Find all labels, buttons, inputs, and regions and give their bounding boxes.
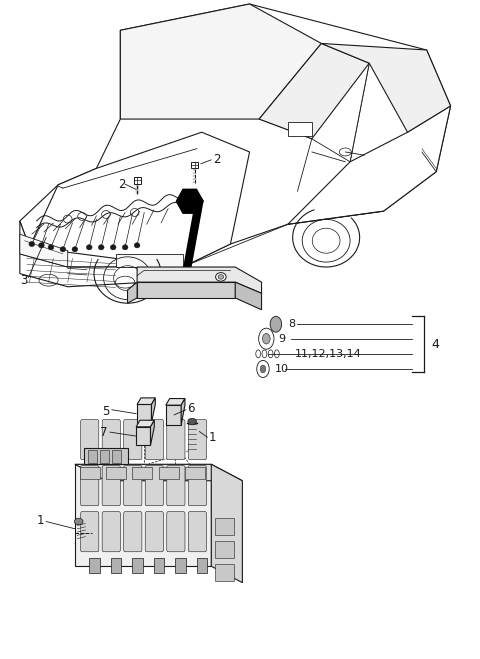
Polygon shape	[20, 254, 182, 287]
Bar	[158, 467, 179, 479]
Bar	[88, 450, 97, 463]
FancyBboxPatch shape	[124, 420, 142, 460]
Bar	[80, 467, 100, 479]
Text: 11,12,13,14: 11,12,13,14	[295, 349, 362, 359]
Ellipse shape	[29, 241, 35, 246]
Ellipse shape	[38, 243, 44, 248]
Polygon shape	[137, 267, 262, 293]
Text: 4: 4	[432, 338, 439, 351]
Ellipse shape	[86, 244, 92, 250]
Text: 2: 2	[118, 179, 125, 191]
Bar	[89, 558, 100, 573]
FancyBboxPatch shape	[145, 466, 163, 505]
Bar	[111, 558, 121, 573]
Text: 7: 7	[100, 426, 108, 439]
Bar	[215, 518, 234, 534]
Text: 2: 2	[213, 154, 220, 166]
FancyBboxPatch shape	[145, 511, 163, 552]
Ellipse shape	[216, 273, 226, 281]
Polygon shape	[235, 282, 262, 310]
Polygon shape	[75, 465, 242, 481]
Polygon shape	[259, 43, 369, 139]
Bar	[100, 450, 109, 463]
Polygon shape	[120, 4, 322, 119]
Bar	[215, 541, 234, 558]
Ellipse shape	[48, 244, 54, 250]
Bar	[132, 467, 153, 479]
Ellipse shape	[122, 244, 128, 250]
FancyBboxPatch shape	[81, 420, 99, 460]
Polygon shape	[137, 405, 152, 423]
Polygon shape	[176, 189, 203, 214]
Polygon shape	[136, 420, 155, 427]
FancyBboxPatch shape	[102, 466, 120, 505]
Polygon shape	[322, 43, 451, 132]
Polygon shape	[20, 4, 451, 273]
FancyBboxPatch shape	[188, 466, 206, 505]
Bar	[106, 467, 126, 479]
Text: 6: 6	[187, 402, 195, 415]
Polygon shape	[128, 282, 137, 303]
Polygon shape	[20, 234, 68, 267]
FancyBboxPatch shape	[81, 511, 99, 552]
Text: 3: 3	[20, 273, 27, 287]
Circle shape	[263, 333, 270, 344]
Ellipse shape	[218, 275, 224, 279]
FancyBboxPatch shape	[167, 420, 185, 460]
Text: 9: 9	[278, 333, 286, 344]
FancyBboxPatch shape	[102, 511, 120, 552]
Text: 10: 10	[275, 364, 289, 374]
Polygon shape	[288, 123, 312, 136]
Ellipse shape	[110, 244, 116, 250]
Bar	[197, 558, 207, 573]
Circle shape	[270, 316, 282, 332]
FancyBboxPatch shape	[188, 420, 206, 460]
Text: 8: 8	[288, 319, 295, 330]
FancyBboxPatch shape	[145, 420, 163, 460]
Polygon shape	[116, 254, 182, 267]
FancyBboxPatch shape	[124, 511, 142, 552]
Polygon shape	[181, 399, 185, 425]
Bar	[185, 467, 205, 479]
Circle shape	[260, 365, 266, 373]
Polygon shape	[259, 63, 369, 162]
Ellipse shape	[74, 518, 83, 525]
Text: 5: 5	[102, 405, 110, 418]
Polygon shape	[288, 106, 451, 224]
Text: 1: 1	[209, 431, 216, 444]
Bar	[132, 558, 143, 573]
Polygon shape	[29, 132, 250, 273]
FancyBboxPatch shape	[188, 511, 206, 552]
Polygon shape	[152, 398, 156, 423]
Polygon shape	[75, 465, 211, 566]
Polygon shape	[20, 221, 182, 267]
Polygon shape	[84, 448, 128, 465]
Bar	[134, 177, 141, 183]
Bar	[112, 450, 121, 463]
FancyBboxPatch shape	[124, 466, 142, 505]
Ellipse shape	[60, 246, 66, 252]
Bar	[175, 558, 186, 573]
FancyBboxPatch shape	[81, 466, 99, 505]
FancyBboxPatch shape	[167, 511, 185, 552]
Ellipse shape	[134, 243, 140, 248]
Ellipse shape	[98, 244, 104, 250]
Bar	[215, 564, 234, 581]
Bar	[191, 162, 198, 169]
Ellipse shape	[188, 418, 196, 425]
Text: 1: 1	[36, 514, 44, 527]
FancyBboxPatch shape	[167, 466, 185, 505]
Polygon shape	[211, 465, 242, 583]
Polygon shape	[136, 427, 151, 445]
Ellipse shape	[72, 246, 78, 252]
Polygon shape	[137, 398, 156, 405]
Polygon shape	[166, 399, 185, 405]
Polygon shape	[151, 420, 155, 445]
Polygon shape	[137, 282, 235, 298]
Bar	[154, 558, 164, 573]
FancyBboxPatch shape	[102, 420, 120, 460]
Polygon shape	[166, 405, 181, 425]
